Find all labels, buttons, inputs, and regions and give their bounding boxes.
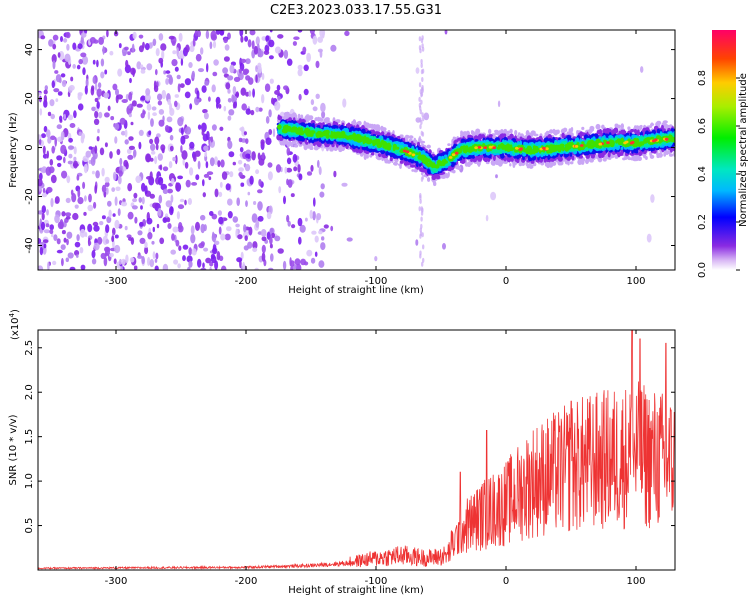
colorbar-label: Normalized spectral amplitude xyxy=(738,73,749,227)
x-tick-label: -200 xyxy=(235,576,258,587)
colorbar-tick-label: 0.2 xyxy=(697,214,708,230)
snr-series-line xyxy=(38,330,675,570)
y-tick-label: 2.0 xyxy=(24,384,35,400)
spectrogram-x-axis-label: Height of straight line (km) xyxy=(288,285,424,296)
frequency-ridge xyxy=(276,111,675,187)
colorbar-gradient xyxy=(712,30,736,270)
snr-frame xyxy=(37,329,676,571)
snr-background xyxy=(38,330,675,570)
colorbar-tick-label: 0.6 xyxy=(697,118,708,134)
snr-panel: -300 -200 -100 0 100 0.5 1.0 1.5 2.0 2.5 Height … xyxy=(8,309,676,596)
snr-y-ticks: 0.5 1.0 1.5 2.0 2.5 xyxy=(24,340,675,534)
snr-x-axis-label: Height of straight line (km) xyxy=(288,585,424,596)
colorbar: 0.0 0.2 0.4 0.6 0.8 Normalized spectral ampl… xyxy=(697,30,749,278)
y-tick-label: -40 xyxy=(24,237,35,253)
y-tick-label: 1.0 xyxy=(24,473,35,489)
noise-speckle xyxy=(38,30,655,270)
snr-multiplier-label: (x104) xyxy=(8,309,21,340)
figure-title: C2E3.2023.033.17.55.G31 xyxy=(270,3,442,18)
spectrogram-y-ticks: -40 -20 0 20 40 xyxy=(24,43,675,254)
x-tick-label: 100 xyxy=(626,576,645,587)
x-tick-label: -100 xyxy=(365,576,388,587)
x-tick-label: -300 xyxy=(105,576,128,587)
colorbar-tick-label: 0.4 xyxy=(697,166,708,182)
x-tick-label: -200 xyxy=(235,276,258,287)
colorbar-ticks: 0.0 0.2 0.4 0.6 0.8 xyxy=(697,70,740,278)
colorbar-tick-label: 0.0 xyxy=(697,262,708,278)
x-tick-label: 100 xyxy=(626,276,645,287)
colorbar-tick-label: 0.8 xyxy=(697,70,708,86)
y-tick-label: -20 xyxy=(24,188,35,204)
x-tick-label: 0 xyxy=(503,276,509,287)
y-tick-label: 40 xyxy=(24,43,35,56)
y-tick-label: 1.5 xyxy=(24,429,35,445)
snr-y-axis-label: SNR (10 * v/v) xyxy=(8,414,19,485)
y-tick-label: 2.5 xyxy=(24,340,35,356)
x-tick-label: -100 xyxy=(365,276,388,287)
spectrogram-frame xyxy=(37,29,676,271)
spectrogram-x-ticks: -300 -200 -100 0 100 xyxy=(105,30,646,287)
x-tick-label: -300 xyxy=(105,276,128,287)
x-tick-label: 0 xyxy=(503,576,509,587)
y-tick-label: 0.5 xyxy=(24,518,35,534)
y-tick-label: 0 xyxy=(24,144,35,150)
y-tick-label: 20 xyxy=(24,92,35,105)
spectrogram-y-axis-label: Frequency (Hz) xyxy=(8,112,19,188)
snr-x-ticks: -300 -200 -100 0 100 xyxy=(105,330,646,587)
